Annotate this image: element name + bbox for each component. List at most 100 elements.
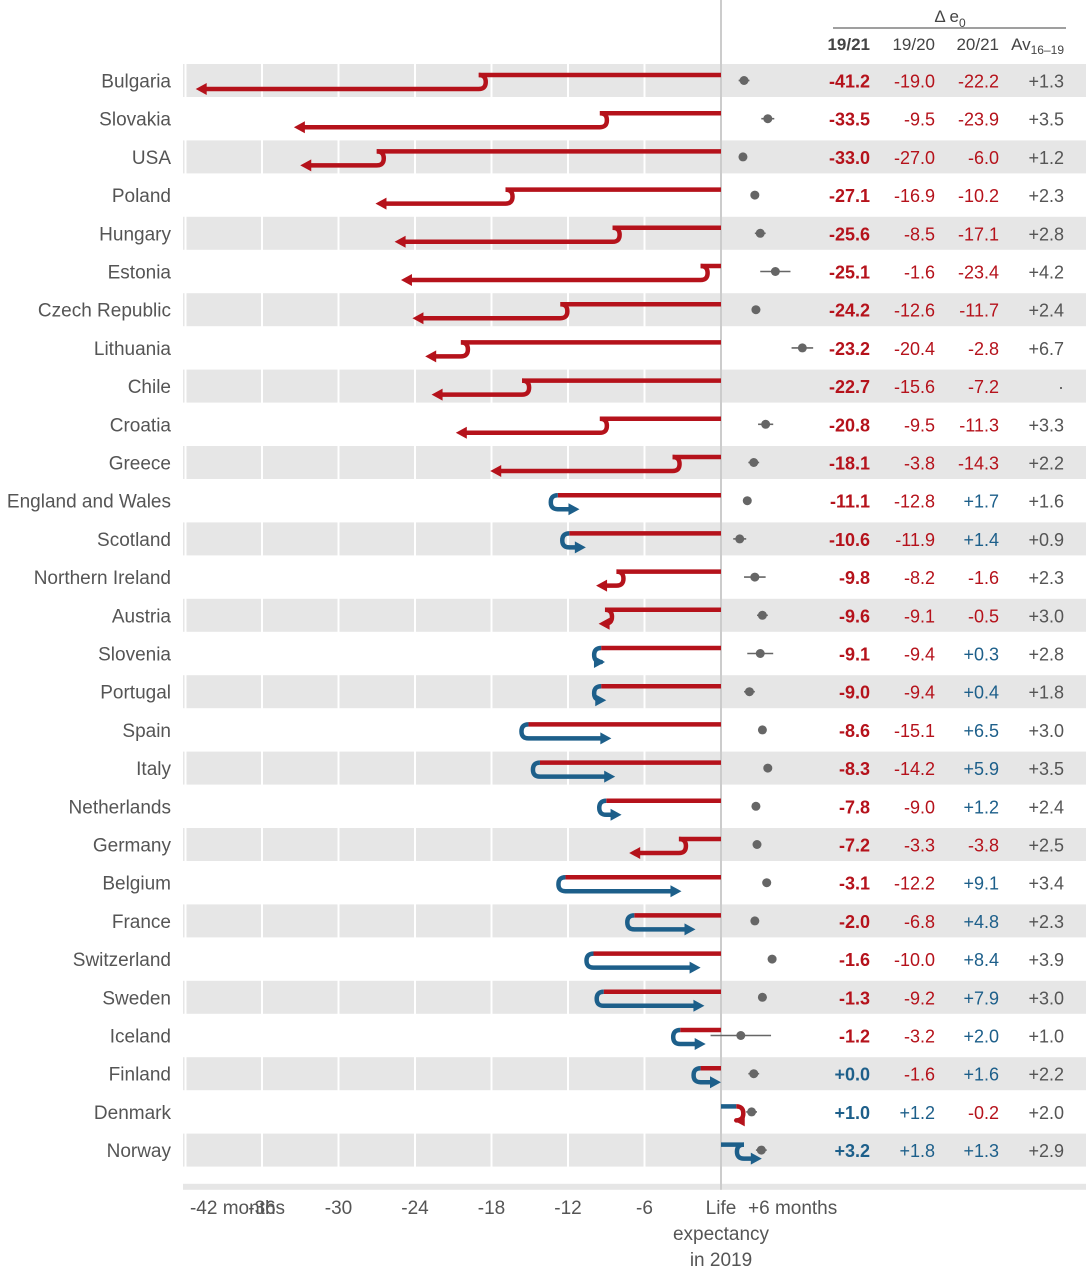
row-band — [183, 751, 1086, 785]
avg-change-dot — [750, 916, 760, 926]
value-19-20: -9.1 — [904, 606, 935, 626]
country-label: Poland — [112, 186, 171, 207]
row-band — [183, 64, 1086, 97]
value-19-21: +1.0 — [834, 1103, 870, 1123]
arrow-head — [710, 1076, 721, 1089]
x-tick-label: -30 — [325, 1198, 352, 1219]
x-tick-label: -18 — [478, 1198, 505, 1219]
value-av-16-19: +0.9 — [1028, 530, 1064, 550]
avg-change-point — [767, 954, 777, 964]
avg-change-point — [755, 649, 765, 658]
row-band — [183, 446, 1086, 479]
value-19-21: -24.2 — [829, 301, 870, 321]
arrow-segment-2020-2021 — [381, 187, 515, 206]
value-av-16-19: +2.0 — [1028, 1103, 1064, 1123]
value-20-21: +0.4 — [963, 683, 999, 703]
avg-change-point — [750, 190, 760, 200]
value-19-20: -3.3 — [904, 836, 935, 856]
arrow-segment-2020-2021 — [406, 263, 710, 283]
country-label: Bulgaria — [101, 72, 171, 93]
arrow-head — [629, 847, 641, 859]
life-expectancy-arrow — [425, 340, 721, 363]
life-expectancy-arrow — [597, 798, 721, 821]
avg-change-dot — [762, 878, 772, 888]
avg-change-point — [751, 801, 761, 811]
arrow-head — [595, 694, 607, 707]
value-av-16-19: +2.3 — [1028, 912, 1064, 932]
life-expectancy-arrow — [490, 454, 721, 477]
row-band — [183, 369, 1086, 403]
country-label: Croatia — [110, 415, 172, 436]
value-av-16-19: +1.6 — [1028, 492, 1064, 512]
value-av-16-19: +1.3 — [1028, 72, 1064, 92]
value-20-21: -17.1 — [958, 224, 999, 244]
value-av-16-19: +2.4 — [1028, 301, 1064, 321]
avg-change-point — [757, 725, 767, 735]
value-19-21: -9.8 — [839, 568, 870, 588]
value-19-21: +3.2 — [834, 1141, 870, 1161]
life-expectancy-arrow — [670, 1027, 721, 1050]
row-band — [183, 522, 1086, 556]
avg-change-dot — [791, 343, 814, 353]
col-header-av-16-19: Av16–19 — [1011, 35, 1064, 57]
life-expectancy-arrow — [556, 874, 721, 898]
avg-change-point — [750, 916, 760, 926]
value-20-21: -11.7 — [959, 301, 999, 321]
arrow-head — [574, 541, 586, 554]
value-20-21: +4.8 — [963, 912, 999, 932]
avg-change-dot — [742, 496, 752, 506]
arrow-segment-2020-2021 — [299, 110, 610, 130]
country-label: Northern Ireland — [34, 568, 171, 589]
value-av-16-19: · — [1058, 377, 1064, 397]
value-19-21: -25.6 — [829, 224, 870, 244]
value-19-21: -22.7 — [829, 377, 870, 397]
arrow-segment-2020-2021 — [201, 72, 488, 92]
x-tick-label: -12 — [554, 1198, 581, 1219]
value-20-21: -22.2 — [958, 72, 999, 92]
row-band — [183, 1133, 1086, 1167]
value-19-20: -16.9 — [894, 186, 935, 206]
avg-change-dot — [744, 687, 755, 697]
arrow-segment-2020-2021 — [635, 836, 689, 856]
value-20-21: +7.9 — [963, 988, 999, 1008]
arrow-head — [455, 426, 467, 439]
value-av-16-19: +3.3 — [1028, 415, 1064, 435]
arrow-head — [693, 999, 705, 1012]
avg-change-point — [752, 840, 762, 849]
avg-change-point — [744, 687, 754, 697]
value-19-20: -9.4 — [904, 645, 935, 665]
value-19-20: -9.5 — [904, 110, 935, 130]
vertical-gridlines — [184, 64, 646, 1190]
value-av-16-19: +3.0 — [1028, 721, 1064, 741]
arrow-head — [490, 465, 502, 477]
arrow-head — [593, 656, 605, 668]
value-19-21: -25.1 — [829, 263, 870, 283]
avg-change-dot — [752, 840, 762, 849]
arrow-segment-2020-2021 — [496, 454, 682, 474]
life-expectancy-arrow — [412, 301, 721, 325]
country-label: Estonia — [108, 263, 172, 284]
life-expectancy-arrow — [293, 110, 721, 134]
avg-change-dot — [748, 1069, 760, 1079]
value-av-16-19: +2.8 — [1028, 224, 1064, 244]
avg-change-dot — [748, 458, 760, 467]
avg-change-point — [751, 305, 761, 315]
arrow-head — [600, 732, 612, 745]
value-19-20: -8.2 — [904, 568, 935, 588]
avg-change-dot — [754, 228, 766, 238]
avg-change-point — [742, 496, 752, 506]
delta-e0-header: Δ e0 — [934, 7, 966, 30]
value-19-20: -9.0 — [904, 797, 935, 817]
value-20-21: +9.1 — [963, 874, 999, 894]
value-19-20: -12.8 — [894, 492, 935, 512]
arrow-head — [412, 312, 424, 325]
value-20-21: -2.8 — [968, 339, 999, 359]
value-19-21: -3.1 — [839, 874, 870, 894]
arrow-segment-2020-2021 — [461, 416, 610, 436]
country-label: Portugal — [100, 683, 171, 704]
arrow-segment-2020-2021 — [691, 1065, 715, 1085]
row-band — [183, 1057, 1086, 1091]
x-tick-label: -36 — [248, 1198, 275, 1219]
life-expectancy-arrow — [625, 913, 721, 936]
